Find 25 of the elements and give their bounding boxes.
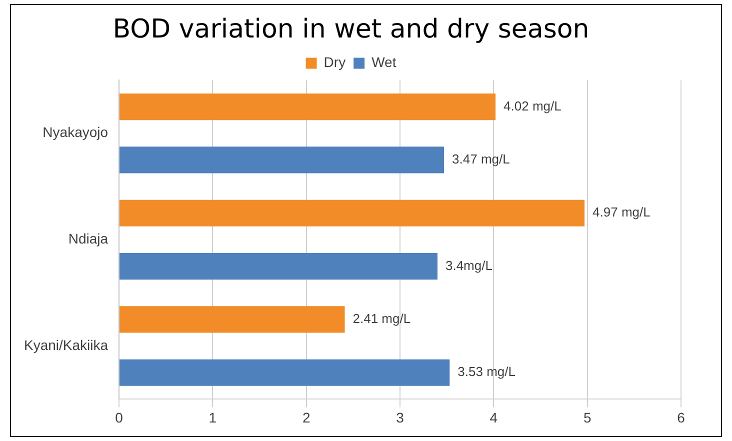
y-tick-label: Nyakayojo — [42, 124, 108, 140]
x-tick-label: 1 — [208, 409, 217, 426]
x-tick-label: 5 — [583, 409, 592, 426]
legend-label: Dry — [324, 54, 346, 70]
x-tick-label: 6 — [677, 409, 686, 426]
x-tick-label: 2 — [302, 409, 310, 426]
data-label: 4.97 mg/L — [592, 204, 650, 220]
legend-label: Wet — [372, 54, 396, 70]
data-label: 3.4mg/L — [445, 258, 492, 273]
data-label: 4.02 mg/L — [504, 98, 562, 114]
bar — [120, 93, 496, 120]
x-tick-label: 4 — [490, 409, 498, 426]
y-tick-label: Ndiaja — [68, 230, 108, 247]
bar — [120, 146, 444, 174]
x-tick-label: 3 — [396, 409, 404, 426]
data-label: 2.41 mg/L — [352, 311, 411, 326]
data-label: 3.53 mg/L — [458, 364, 516, 380]
bar — [120, 252, 438, 280]
bar — [120, 359, 450, 386]
x-tick-label: 0 — [115, 409, 124, 426]
chart-title: BOD variation in wet and dry season — [112, 14, 590, 44]
y-tick-label: Kyani/Kakiika — [24, 336, 108, 353]
data-label: 3.47 mg/L — [452, 152, 510, 167]
bar — [120, 306, 345, 333]
bar — [120, 200, 585, 226]
